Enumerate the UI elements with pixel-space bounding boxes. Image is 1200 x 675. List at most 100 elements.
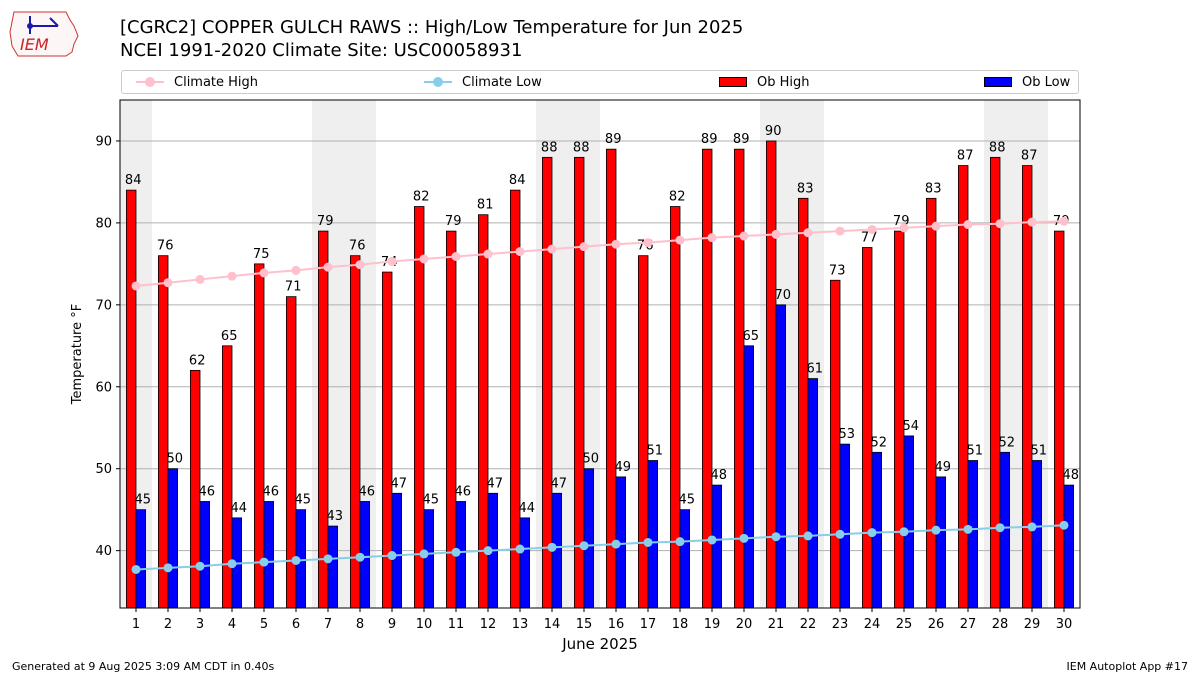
x-tick-label: 19	[704, 617, 721, 632]
ob-high-bar	[734, 148, 745, 609]
climate-high-point	[323, 262, 333, 272]
x-tick-label: 20	[736, 617, 753, 632]
ob-high-label: 89	[701, 132, 718, 147]
climate-low-swatch	[424, 77, 452, 87]
ob-high-bar	[766, 140, 777, 609]
climate-high-point	[675, 235, 685, 245]
ob-high-bar	[798, 197, 809, 609]
climate-low-point	[995, 523, 1005, 533]
x-tick-label: 22	[800, 617, 817, 632]
ob-low-bar	[263, 501, 275, 609]
climate-low-point	[515, 544, 525, 554]
climate-high-point	[451, 251, 461, 261]
y-axis-label: Temperature °F	[70, 304, 85, 405]
ob-high-label: 84	[125, 173, 142, 188]
climate-low-point	[259, 557, 269, 567]
climate-low-point	[867, 528, 877, 538]
climate-low-point	[131, 564, 141, 574]
climate-low-point	[579, 541, 589, 551]
climate-low-point	[675, 537, 685, 547]
ob-high-label: 87	[957, 149, 974, 164]
climate-high-line	[135, 220, 1065, 287]
ob-low-bar	[1031, 460, 1043, 609]
climate-low-point	[899, 527, 909, 537]
ob-low-label: 49	[615, 460, 632, 475]
climate-low-point	[291, 555, 301, 565]
ob-low-label: 52	[999, 435, 1016, 450]
ob-low-bar	[903, 435, 915, 609]
x-tick-label: 10	[416, 617, 433, 632]
climate-low-point	[611, 539, 621, 549]
ob-high-bar	[542, 156, 553, 609]
ob-high-bar	[509, 189, 521, 609]
y-tick-label: 90	[95, 134, 112, 149]
ob-low-label: 51	[647, 444, 664, 459]
climate-low-point	[963, 524, 973, 534]
x-tick-label: 17	[640, 617, 657, 632]
ob-high-label: 82	[669, 190, 686, 205]
ob-high-label: 88	[573, 140, 590, 155]
ob-high-label: 76	[157, 239, 174, 254]
climate-high-point	[963, 220, 973, 230]
ob-low-label: 46	[263, 484, 280, 499]
legend-item-ob-high: Ob High	[719, 71, 810, 93]
ob-high-bar	[445, 230, 457, 609]
ob-high-label: 73	[829, 263, 846, 278]
ob-high-label: 83	[925, 181, 942, 196]
ob-low-label: 43	[327, 509, 344, 524]
legend-label-ob-high: Ob High	[757, 74, 810, 90]
climate-low-point	[547, 542, 557, 552]
ob-low-label: 48	[711, 468, 728, 483]
climate-high-point	[195, 274, 205, 284]
ob-low-label: 47	[551, 476, 568, 491]
ob-high-bar	[894, 230, 905, 609]
ob-high-label: 89	[733, 132, 750, 147]
app-label: IEM Autoplot App #17	[1066, 660, 1189, 673]
climate-low-line	[135, 524, 1065, 571]
climate-high-point	[771, 229, 781, 239]
ob-high-bar	[349, 255, 361, 609]
ob-high-label: 84	[509, 173, 526, 188]
climate-high-point	[131, 281, 141, 291]
weekend-shade	[760, 100, 792, 608]
weekend-shade	[984, 100, 1016, 608]
ob-low-label: 46	[455, 484, 472, 499]
climate-high-point	[995, 219, 1005, 229]
ob-low-label: 52	[871, 435, 888, 450]
y-tick-label: 60	[95, 380, 112, 395]
iem-logo: IEM	[9, 11, 79, 57]
ob-high-label: 79	[1053, 214, 1070, 229]
x-tick-label: 24	[864, 617, 881, 632]
climate-low-point	[163, 563, 173, 573]
ob-low-bar	[679, 509, 691, 609]
ob-low-bar	[519, 517, 531, 609]
ob-low-bar	[167, 468, 179, 609]
ob-low-bar	[935, 476, 947, 609]
ob-high-bar	[958, 165, 969, 609]
ob-low-label: 44	[231, 501, 248, 516]
ob-low-label: 46	[199, 484, 216, 499]
ob-low-bar	[967, 460, 979, 609]
ob-low-bar	[743, 345, 755, 609]
climate-high-point	[355, 260, 365, 270]
x-tick-label: 3	[196, 617, 204, 632]
ob-high-bar	[862, 247, 873, 609]
y-tick-label: 70	[95, 298, 112, 313]
ob-high-bar	[317, 230, 329, 609]
ob-low-label: 45	[679, 493, 696, 508]
ob-low-label: 53	[839, 427, 856, 442]
ob-high-bar	[702, 148, 713, 609]
ob-high-bar	[990, 156, 1001, 609]
climate-low-point	[451, 547, 461, 557]
ob-low-label: 54	[903, 419, 920, 434]
chart-subtitle: NCEI 1991-2020 Climate Site: USC00058931	[120, 40, 523, 61]
climate-high-point	[739, 231, 749, 241]
ob-low-bar	[359, 501, 371, 609]
climate-high-point	[547, 244, 557, 254]
ob-high-bar	[1022, 165, 1033, 609]
x-tick-label: 7	[324, 617, 332, 632]
ob-low-label: 50	[583, 452, 600, 467]
weekend-shade	[1016, 100, 1048, 608]
x-axis-label: June 2025	[561, 635, 638, 653]
